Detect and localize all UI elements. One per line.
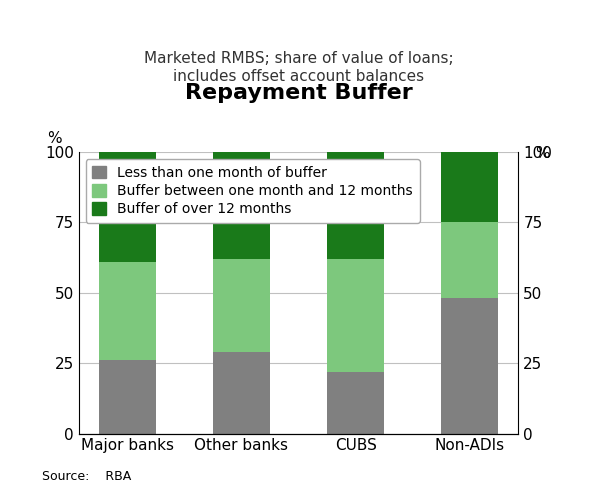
Bar [99, 152, 156, 262]
Bar [213, 352, 270, 434]
Text: Marketed RMBS; share of value of loans;
includes offset account balances: Marketed RMBS; share of value of loans; … [144, 51, 453, 83]
Y-axis label: %: % [47, 131, 61, 146]
Bar [213, 259, 270, 352]
Title: Repayment Buffer: Repayment Buffer [184, 83, 413, 103]
Legend: Less than one month of buffer, Buffer between one month and 12 months, Buffer of: Less than one month of buffer, Buffer be… [85, 159, 420, 224]
Bar [327, 372, 384, 434]
Bar [99, 262, 156, 361]
Bar [441, 299, 498, 434]
Text: Source:    RBA: Source: RBA [42, 470, 131, 483]
Y-axis label: %: % [536, 146, 550, 162]
Bar [99, 361, 156, 434]
Bar [441, 152, 498, 223]
Bar [441, 223, 498, 299]
Bar [327, 152, 384, 259]
Bar [327, 259, 384, 372]
Bar [213, 152, 270, 259]
